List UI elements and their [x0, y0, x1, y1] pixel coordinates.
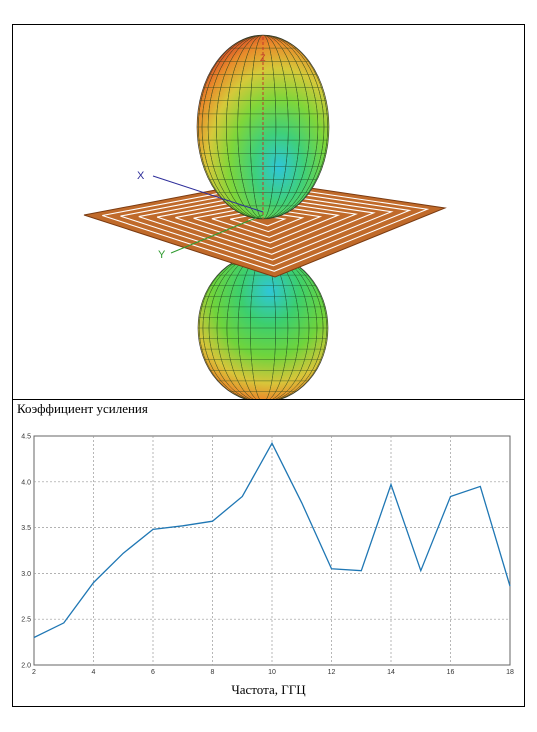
x-axis-label: X — [137, 170, 145, 182]
figure-frame: X Y Z Коэффициент усиления 2 4 6 8 10 12 14 16 1… — [12, 24, 525, 707]
x-tick-label: 16 — [447, 669, 455, 676]
y-tick-label: 2.5 — [21, 617, 31, 624]
y-tick-label: 2.0 — [21, 663, 31, 670]
x-tick-label: 2 — [32, 669, 36, 676]
y-tick-label: 4.5 — [21, 434, 31, 441]
x-tick-label: 12 — [328, 669, 336, 676]
y-tick-label: 4.0 — [21, 479, 31, 486]
chart-grid — [33, 435, 511, 666]
gain-chart: 2 4 6 8 10 12 14 16 18 2.0 2.5 3.0 3.5 4.0 4.5 — [21, 434, 514, 677]
x-tick-label: 14 — [387, 669, 395, 676]
plot-area-border — [33, 435, 511, 666]
x-tick-label: 4 — [92, 669, 96, 676]
radiation-pattern-3d: X Y Z — [13, 25, 524, 403]
chart-series — [33, 441, 511, 639]
z-axis-label: Z — [260, 53, 266, 63]
y-axis-label: Y — [158, 249, 166, 261]
chart-title: Коэффициент усиления — [17, 401, 148, 416]
y-tick-label: 3.0 — [21, 571, 31, 578]
x-tick-label: 18 — [506, 669, 514, 676]
y-tick-label: 3.5 — [21, 525, 31, 532]
gain-chart-panel: Коэффициент усиления 2 4 6 8 10 12 14 16 18 2.0 2.… — [13, 400, 524, 706]
axes-3d: X Y Z — [137, 53, 266, 261]
panel-divider — [13, 399, 524, 400]
chart-ticks: 2 4 6 8 10 12 14 16 18 2.0 2.5 3.0 3.5 4.0 4.5 — [21, 434, 514, 677]
x-tick-label: 10 — [268, 669, 276, 676]
bottom-lobe — [197, 253, 329, 403]
x-tick-label: 6 — [151, 669, 155, 676]
x-axis-title: Частота, ГГЦ — [231, 682, 306, 697]
top-lobe — [196, 34, 330, 220]
radiation-pattern-svg: X Y Z — [83, 34, 447, 403]
x-tick-label: 8 — [211, 669, 215, 676]
